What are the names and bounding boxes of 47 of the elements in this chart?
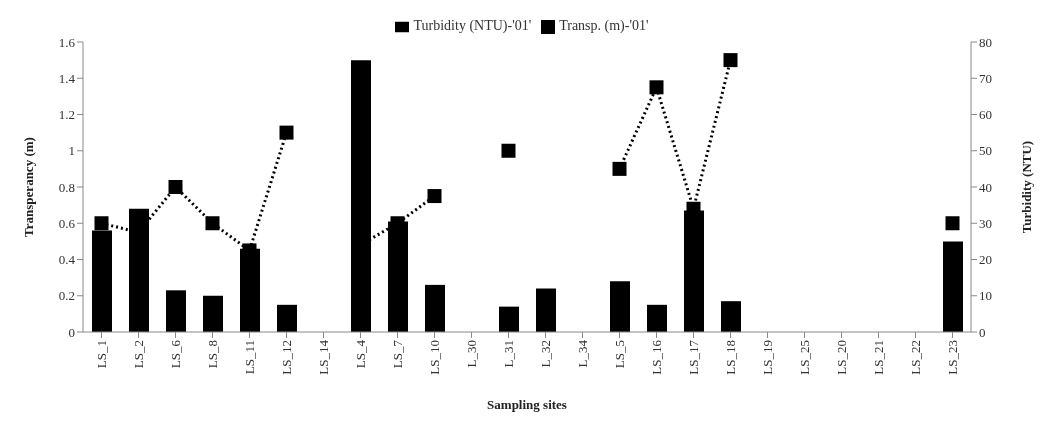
y2-tick-label: 60 [979, 107, 992, 123]
y2-tick-label: 70 [979, 70, 992, 86]
x-tick-label: LS_21 [870, 340, 886, 375]
x-tick-label: L_31 [500, 340, 516, 368]
x-tick-label: LS_12 [278, 340, 294, 375]
x-tick-label: L_32 [537, 340, 553, 368]
y-tick-label: 0.8 [58, 179, 75, 195]
x-tick-label: LS_19 [759, 340, 775, 375]
x-tick-label: LS_20 [833, 340, 849, 375]
y2-tick-label: 80 [979, 34, 992, 50]
x-tick-label: LS_7 [389, 339, 405, 369]
x-tick-label: LS_16 [648, 339, 664, 375]
x-tick-label: LS_25 [796, 340, 812, 375]
y-axis-title: Transperancy (m) [20, 137, 36, 237]
x-tick-label: LS_22 [907, 340, 923, 375]
y-tick-label: 1.2 [58, 107, 75, 123]
x-tick-label: LS_10 [426, 340, 442, 375]
y2-tick-label: 0 [979, 324, 986, 340]
x-tick-label: LS_1 [93, 340, 109, 369]
x-tick-label: LS_17 [685, 339, 701, 375]
x-tick-label: LS_11 [241, 340, 257, 375]
y2-tick-label: 30 [979, 215, 992, 231]
x-tick-label: LS_2 [130, 340, 146, 369]
x-tick-label: LS_18 [722, 340, 738, 375]
y-tick-label: 0.6 [58, 215, 76, 231]
x-tick-label: L_30 [463, 340, 479, 368]
y-tick-label: 0.4 [58, 252, 76, 268]
y-tick-label: 0.2 [58, 288, 75, 304]
x-tick-label: L_34 [574, 339, 590, 368]
y-tick-label: 0 [68, 324, 75, 340]
y2-axis-title: Turbidity (NTU) [1018, 140, 1034, 234]
y2-tick-label: 40 [979, 179, 992, 195]
x-tick-label: LS_8 [204, 340, 220, 369]
x-tick-label: LS_14 [315, 339, 331, 375]
x-tick-label: LS_4 [352, 339, 368, 369]
x-axis-title: Sampling sites [487, 397, 567, 412]
y-tick-label: 1.6 [58, 34, 76, 50]
y2-tick-label: 50 [979, 143, 992, 159]
y2-tick-label: 20 [979, 252, 992, 268]
y-tick-label: 1.4 [58, 70, 76, 86]
legend-label: Transp. (m)-'01' [559, 18, 649, 33]
x-tick-label: LS_6 [167, 339, 183, 369]
y2-tick-label: 10 [979, 288, 992, 304]
y-tick-label: 1 [68, 143, 75, 159]
x-tick-label: LS_5 [611, 340, 627, 369]
x-tick-label: LS_23 [944, 340, 960, 375]
legend-label: Turbidity (NTU)-'01' [413, 18, 532, 33]
